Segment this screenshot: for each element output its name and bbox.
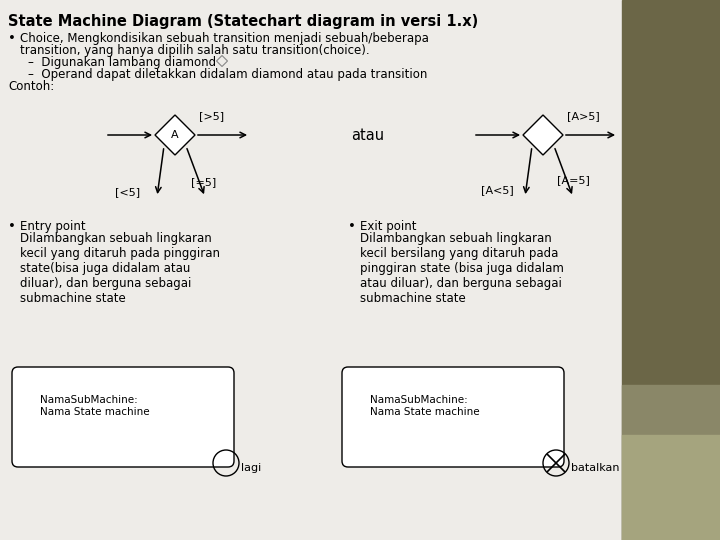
Text: [>5]: [>5]: [199, 111, 224, 121]
Text: •: •: [8, 32, 16, 45]
Polygon shape: [155, 115, 195, 155]
Text: [=5]: [=5]: [191, 177, 216, 187]
Text: transition, yang hanya dipilih salah satu transition(choice).: transition, yang hanya dipilih salah sat…: [20, 44, 369, 57]
Bar: [622, 0, 720, 540]
Text: batalkan: batalkan: [571, 463, 619, 473]
FancyBboxPatch shape: [342, 367, 564, 467]
Text: NamaSubMachine:
Nama State machine: NamaSubMachine: Nama State machine: [40, 395, 150, 416]
Text: [A=5]: [A=5]: [557, 175, 590, 185]
Text: Dilambangkan sebuah lingkaran
kecil yang ditaruh pada pinggiran
state(bisa juga : Dilambangkan sebuah lingkaran kecil yang…: [20, 232, 220, 305]
Text: lagi: lagi: [241, 463, 261, 473]
Polygon shape: [523, 115, 563, 155]
Text: Contoh:: Contoh:: [8, 80, 54, 93]
FancyBboxPatch shape: [12, 367, 234, 467]
Bar: [622, 435, 720, 540]
Text: [<5]: [<5]: [115, 187, 140, 197]
Text: [A<5]: [A<5]: [481, 185, 514, 195]
Bar: [622, 385, 720, 540]
Text: •: •: [348, 220, 356, 233]
Text: •: •: [8, 220, 16, 233]
Text: A: A: [171, 130, 179, 140]
Text: –  Operand dapat diletakkan didalam diamond atau pada transition: – Operand dapat diletakkan didalam diamo…: [28, 68, 428, 81]
Text: Exit point: Exit point: [360, 220, 416, 233]
Text: Choice, Mengkondisikan sebuah transition menjadi sebuah/beberapa: Choice, Mengkondisikan sebuah transition…: [20, 32, 429, 45]
Text: Dilambangkan sebuah lingkaran
kecil bersilang yang ditaruh pada
pinggiran state : Dilambangkan sebuah lingkaran kecil bers…: [360, 232, 564, 305]
Text: –  Digunakan lambang diamond: – Digunakan lambang diamond: [28, 56, 216, 69]
Text: [A>5]: [A>5]: [567, 111, 600, 121]
Text: NamaSubMachine:
Nama State machine: NamaSubMachine: Nama State machine: [370, 395, 480, 416]
Text: Entry point: Entry point: [20, 220, 86, 233]
Text: State Machine Diagram (Statechart diagram in versi 1.x): State Machine Diagram (Statechart diagra…: [8, 14, 478, 29]
Text: atau: atau: [351, 127, 384, 143]
